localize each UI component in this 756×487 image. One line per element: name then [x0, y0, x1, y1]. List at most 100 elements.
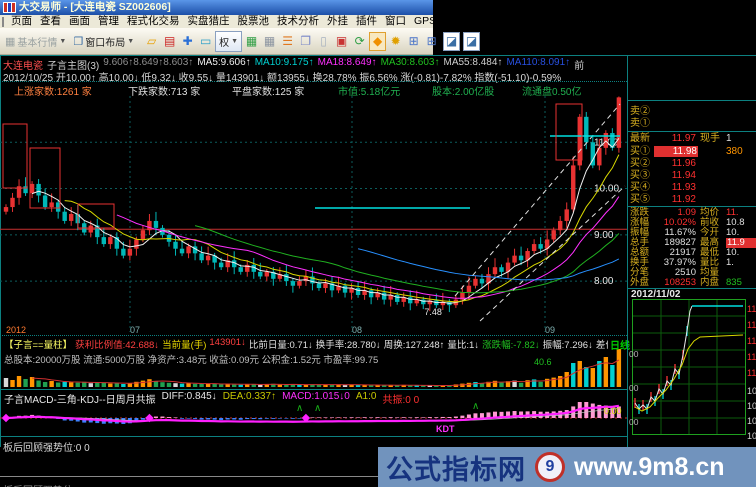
mini-axis-label: 10.	[747, 416, 756, 426]
bid-level-row[interactable]: 买① 11.98 380	[628, 146, 756, 157]
quote-row: 换手 37.97% 量比 1.	[628, 258, 756, 268]
quote-cell: 买①	[630, 146, 650, 157]
panel-divider	[627, 55, 628, 447]
pane-separator	[0, 335, 627, 336]
basic-quotes-button[interactable]: ▦ 基本行情 ▼	[5, 35, 67, 49]
period-label[interactable]: 日线	[610, 341, 630, 352]
watermark-site-name: 公式指标网	[386, 454, 526, 485]
mini-axis-partial: 00	[629, 349, 639, 359]
signal-triangle-icon: ∧	[314, 403, 322, 414]
menu-item-管理[interactable]: 管理	[98, 15, 119, 27]
content-left-border	[0, 56, 1, 447]
menu-item-窗口[interactable]: 窗口	[385, 15, 406, 27]
menu-item-画面[interactable]: 画面	[69, 15, 90, 27]
document-icon[interactable]: ▯	[315, 32, 332, 51]
x-axis-label: 2012	[6, 325, 27, 335]
macd-chart[interactable]	[0, 401, 628, 436]
bid-level-row[interactable]: 买④ 11.93	[628, 182, 756, 193]
ma-value: MA110:8.091↑	[506, 57, 571, 68]
quote-cell: 189827	[664, 237, 696, 248]
vol-header-seg: 周换:127.248↑	[383, 340, 445, 351]
quote-cell: 买④	[630, 182, 650, 193]
green-grid-icon[interactable]: ▦	[243, 32, 260, 51]
quote-cell: 11.96	[671, 158, 696, 169]
macd-header-seg: 共振:0 0	[382, 395, 420, 406]
bid-level-row[interactable]: 买② 11.96	[628, 158, 756, 169]
menu-item-技术分析[interactable]: 技术分析	[277, 15, 319, 27]
copy-icon[interactable]: ❐	[297, 32, 314, 51]
vol-header-seg: 差价:0.68↓	[595, 340, 608, 351]
ma-value: MA10:9.175↑	[254, 57, 314, 68]
menu-item-GET[interactable]: GET	[473, 15, 495, 27]
sell-level-row[interactable]: 卖②	[628, 106, 756, 117]
chart-window2-icon[interactable]: ◪	[463, 31, 481, 51]
list-icon[interactable]: ☰	[279, 32, 296, 51]
save-icon[interactable]: ▣	[333, 32, 350, 51]
gray-grid-icon[interactable]: ▦	[261, 32, 278, 51]
app-icon	[3, 2, 16, 13]
macd-indicator-header: 子言MACD-三角-KDJ--日周月共振 DIFF:0.845↓ DEA:0.337…	[4, 391, 619, 406]
table-window-icon[interactable]: ⊞	[423, 32, 440, 51]
main-kline-chart[interactable]: 11.0010.009.008.007.48	[0, 96, 628, 332]
quote-cell: 买③	[630, 170, 650, 181]
dotted-separator	[0, 81, 627, 82]
separator	[628, 288, 756, 289]
x-axis-label: 09	[545, 325, 556, 335]
macd-header-seg: A1:0	[355, 391, 377, 402]
refresh-icon[interactable]: ⟳	[351, 32, 368, 51]
quan-right-button[interactable]: 权 ▼	[215, 30, 243, 52]
quote-cell: 均量	[700, 267, 720, 278]
add-window-icon[interactable]: ✚	[179, 32, 196, 51]
sell-level-row[interactable]: 卖①	[628, 118, 756, 129]
breadth-item: 平盘家数:125 家	[232, 87, 305, 98]
chart-window-icon[interactable]: ◪	[443, 31, 461, 51]
quote-cell: 现手	[700, 133, 720, 144]
layout-icon: ❐	[73, 35, 84, 48]
ma-value: MA5:9.606↑	[197, 57, 251, 68]
grid-window-icon: ⊞	[408, 34, 419, 48]
monitor-icon[interactable]: ▭	[197, 32, 214, 51]
pane-separator	[0, 389, 627, 390]
menu-item-外挂[interactable]: 外挂	[327, 15, 348, 27]
intraday-mini-chart[interactable]	[630, 297, 756, 438]
open-folder-icon[interactable]: ▱	[143, 32, 160, 51]
quote-cell: 11.9	[726, 238, 756, 248]
svg-text:9.00: 9.00	[594, 230, 614, 241]
quote-row: 分笔 2510 均量	[628, 268, 756, 278]
bid-level-row[interactable]: 买⑤ 11.92	[628, 194, 756, 205]
macd-header-seg: DIFF:0.845↓	[161, 391, 217, 402]
quote-cell: 10.	[726, 228, 740, 238]
bid-level-row[interactable]: 买③ 11.94	[628, 170, 756, 181]
mdi-child-icon	[2, 16, 4, 27]
menu-item-页面[interactable]: 页面	[11, 15, 32, 27]
quote-cell: 11.98	[654, 146, 698, 157]
quote-panel: 卖② 卖① 最新 11.97 现手 1 买① 11.98 380 买② 11.96 买③ 11.94 买④…	[628, 55, 756, 447]
market-breadth-row: 上涨家数:1261 家 下跌家数:713 家 平盘家数:125 家 市值:5.18亿元…	[0, 83, 627, 98]
grid-window-icon[interactable]: ⊞	[405, 32, 422, 51]
breadth-item: 下跌家数:713 家	[128, 87, 201, 98]
quote-cell: 10.02%	[663, 217, 696, 228]
window-layout-button[interactable]: ❐ 窗口布局 ▼	[73, 35, 135, 49]
menu-item-江恩[interactable]: 江恩	[444, 15, 466, 27]
sun-icon: ✹	[390, 34, 401, 48]
vol-header-seg: 当前量(手)	[162, 340, 207, 351]
list-icon: ☰	[282, 34, 293, 48]
menu-item-股票池[interactable]: 股票池	[237, 15, 270, 27]
breadth-item: 流通盘0.50亿	[522, 87, 582, 98]
quote-cell: 卖①	[630, 118, 650, 129]
menu-item-插件[interactable]: 插件	[356, 15, 377, 27]
diamond-icon: ◆	[372, 34, 383, 48]
menu-item-查看[interactable]: 查看	[40, 15, 61, 27]
menu-item-实盘猎庄[interactable]: 实盘猎庄	[187, 15, 230, 27]
diamond-icon[interactable]: ◆	[369, 31, 387, 51]
ma-value: MA55:8.484↑	[443, 57, 503, 68]
red-bars-icon[interactable]: ▤	[161, 32, 178, 51]
volume-chart[interactable]	[0, 347, 628, 388]
chart-window-icon: ◪	[445, 34, 458, 48]
menu-item-程式化交易[interactable]: 程式化交易	[127, 15, 180, 27]
green-grid-icon: ▦	[245, 34, 258, 48]
panel-top-line	[628, 100, 756, 101]
sun-icon[interactable]: ✹	[387, 32, 404, 51]
quote-cell: 换手	[630, 257, 650, 268]
menu-item-GPS[interactable]: GPS	[414, 15, 437, 27]
